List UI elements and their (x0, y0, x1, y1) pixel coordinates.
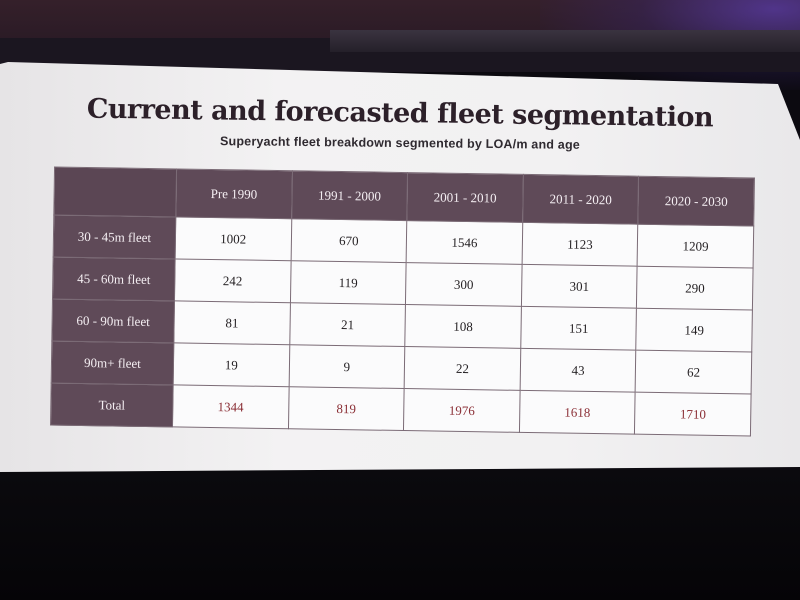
table-cell: 9 (288, 344, 405, 389)
total-cell: 1710 (634, 392, 752, 436)
total-cell: 1976 (403, 388, 520, 433)
total-cell: 819 (288, 386, 405, 431)
table-cell: 19 (173, 342, 290, 387)
table-cell: 290 (636, 266, 754, 311)
column-header: 2020 - 2030 (638, 176, 755, 227)
table-cell: 1123 (521, 222, 639, 267)
table-cell: 242 (174, 258, 291, 303)
total-cell: 1618 (519, 390, 636, 435)
fleet-table-container: Pre 1990 1991 - 2000 2001 - 2010 2011 - … (50, 167, 755, 437)
table-cell: 119 (290, 260, 407, 305)
table-cell: 43 (519, 348, 637, 393)
row-header: 30 - 45m fleet (53, 215, 176, 259)
table-cell: 21 (289, 302, 406, 347)
table-cell: 1209 (637, 224, 754, 269)
table-cell: 301 (521, 264, 638, 309)
table-cell: 1002 (175, 216, 292, 261)
table-cell: 108 (404, 304, 522, 349)
table-cell: 22 (404, 346, 521, 391)
table-cell: 62 (635, 350, 752, 394)
table-cell: 81 (173, 300, 291, 345)
table-cell: 300 (405, 262, 522, 307)
row-header: 90m+ fleet (51, 341, 174, 385)
column-header: 1991 - 2000 (291, 170, 408, 221)
column-header: 2011 - 2020 (522, 174, 639, 225)
table-cell: 670 (290, 218, 407, 263)
row-header: 60 - 90m fleet (51, 299, 175, 343)
column-header: Pre 1990 (175, 168, 293, 219)
venue-floor-dark (0, 470, 800, 600)
fleet-segmentation-table: Pre 1990 1991 - 2000 2001 - 2010 2011 - … (50, 167, 755, 437)
column-header: 2001 - 2010 (406, 172, 524, 223)
screen-housing (330, 30, 800, 52)
table-cell: 151 (520, 306, 637, 351)
total-cell: 1344 (172, 384, 289, 429)
row-header-total: Total (50, 382, 174, 427)
table-cell: 1546 (406, 220, 523, 265)
table-cell: 149 (636, 308, 753, 352)
header-corner-cell (53, 167, 177, 217)
row-header: 45 - 60m fleet (52, 257, 176, 301)
